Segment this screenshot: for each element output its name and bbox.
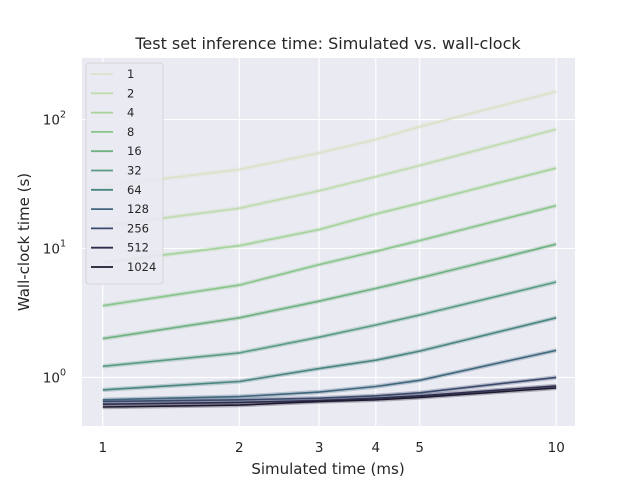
series-line-64: [102, 317, 557, 391]
x-tick-label: 5: [415, 440, 424, 456]
legend-label-2: 2: [127, 86, 134, 100]
legend-label-64: 64: [127, 183, 142, 197]
legend-label-4: 4: [127, 106, 134, 120]
legend-label-16: 16: [127, 144, 142, 158]
legend-label-256: 256: [127, 221, 149, 235]
legend-label-32: 32: [127, 164, 142, 178]
legend-label-1024: 1024: [127, 260, 156, 274]
series-line-1024: [102, 387, 557, 408]
y-tick-exponent: 0: [60, 367, 66, 378]
legend-label-512: 512: [127, 241, 149, 255]
x-tick-label: 1: [98, 440, 107, 456]
y-tick-exponent: 2: [60, 110, 66, 121]
legend-label-128: 128: [127, 202, 149, 216]
y-tick-label: 100: [43, 367, 66, 386]
series-band-8: [102, 203, 557, 308]
x-tick-label: 2: [235, 440, 244, 456]
x-tick-labels: 1 2 3 4 5 10: [98, 440, 564, 456]
y-axis-label: Wall-clock time (s): [15, 173, 33, 311]
y-tick-exponent: 1: [60, 238, 66, 249]
series-line-256: [102, 376, 557, 403]
x-tick-label: 4: [371, 440, 380, 456]
x-tick-label: 3: [315, 440, 324, 456]
series-line-4: [102, 167, 557, 264]
x-axis-label: Simulated time (ms): [251, 460, 404, 478]
series-line-2: [102, 128, 557, 227]
series-line-1: [102, 90, 557, 187]
y-tick-label: 101: [43, 238, 66, 257]
series-line-128: [102, 349, 557, 401]
series-line-16: [102, 243, 557, 340]
legend-box: [85, 62, 164, 285]
series-line-8: [102, 204, 557, 307]
x-tick-label: 10: [548, 440, 565, 456]
y-tick-label: 102: [43, 110, 66, 129]
series-line-512: [102, 385, 557, 405]
y-gridlines: [82, 118, 575, 378]
legend: 1 2 4 8 16 32 64 128 256 512 1024: [85, 62, 164, 285]
legend-label-8: 8: [127, 125, 134, 139]
legend-label-1: 1: [127, 67, 134, 81]
chart-title: Test set inference time: Simulated vs. w…: [134, 34, 521, 53]
series-line-32: [102, 281, 557, 368]
series-lines: [102, 90, 557, 408]
